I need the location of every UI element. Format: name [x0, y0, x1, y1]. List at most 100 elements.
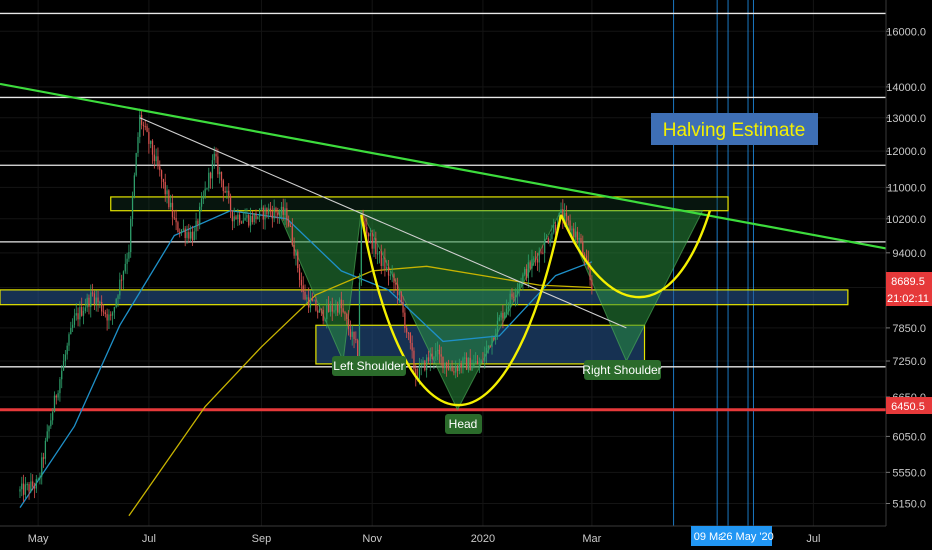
candle-body [440, 354, 442, 357]
candle-body [222, 180, 224, 192]
time-tick-label: 2020 [471, 533, 495, 545]
candle-body [569, 220, 571, 231]
candle-body [106, 314, 108, 321]
candle-body [251, 215, 254, 223]
candle-body [456, 367, 459, 371]
head-box: Head [445, 414, 482, 434]
candle-body [277, 212, 279, 216]
candle-body [271, 211, 273, 219]
candle-body [148, 131, 150, 144]
candle-body [360, 215, 362, 283]
candle-body [119, 279, 121, 296]
candle-body [122, 271, 125, 280]
candle-body [126, 258, 128, 264]
candle-body [444, 362, 446, 369]
candle-body [53, 395, 56, 413]
candle-body [97, 297, 99, 303]
pattern-triangle [560, 210, 704, 363]
candle-body [567, 216, 569, 221]
candle-body [386, 267, 388, 270]
candle-body [206, 188, 208, 190]
candle-body [208, 172, 210, 189]
candle-body [585, 255, 588, 260]
candle-body [62, 361, 65, 371]
candle-body [493, 337, 495, 341]
candle-body [578, 238, 580, 240]
candle-body [228, 190, 230, 196]
price-tick-label: 11000.0 [887, 182, 926, 194]
candle-body [449, 367, 451, 370]
candle-body [318, 308, 321, 313]
candle-body [146, 126, 148, 132]
head-label: Head [449, 417, 478, 431]
candle-body [249, 215, 252, 226]
price-tick-label: 10200.0 [886, 214, 926, 226]
halving-date-tags: 09 Ma 26 May '20 [691, 526, 774, 546]
time-tick-label: Sep [252, 533, 272, 545]
right-shoulder-label: Right Shoulder [582, 363, 661, 377]
candle-body [335, 304, 337, 311]
time-tick-label: Jul [142, 533, 156, 545]
candle-body [217, 156, 219, 175]
candle-body [375, 238, 377, 255]
candle-body [573, 228, 575, 238]
candle-body [427, 357, 430, 362]
candle-body [451, 367, 453, 372]
left-shoulder-box: Left Shoulder [332, 356, 406, 376]
candle-body [269, 208, 272, 212]
candle-body [177, 222, 179, 232]
candle-body [513, 296, 515, 298]
candle-body [44, 440, 47, 459]
candle-body [469, 357, 471, 371]
candle-body [337, 304, 339, 313]
candle-body [188, 232, 190, 239]
candle-body [313, 300, 315, 302]
halving-estimate-box: Halving Estimate [651, 113, 818, 145]
candle-body [560, 209, 562, 213]
candle-body [88, 297, 90, 307]
candle-body [239, 214, 241, 223]
candle-body [455, 367, 457, 373]
candle-body [166, 190, 168, 195]
time-tick-label: Nov [362, 533, 382, 545]
candle-body [162, 178, 165, 182]
time-axis[interactable]: May Jul Sep Nov 2020 Mar Jul [28, 533, 821, 545]
candle-body [460, 363, 462, 368]
candle-body [280, 206, 283, 214]
candle-body [564, 212, 566, 221]
candle-body [266, 208, 268, 215]
candle-body [329, 305, 332, 312]
candle-body [393, 274, 395, 283]
candle-body [220, 171, 223, 181]
candle-body [35, 479, 37, 489]
candle-body [262, 207, 264, 220]
candle-body [180, 229, 183, 233]
candle-body [426, 357, 428, 371]
pattern-layer [277, 210, 704, 411]
candle-body [255, 213, 257, 220]
candle-body [268, 208, 270, 215]
candle-body [538, 251, 540, 263]
candle-body [240, 222, 243, 224]
candle-body [551, 232, 553, 239]
candle-body [242, 220, 244, 223]
candle-body [436, 349, 439, 352]
candle-body [278, 213, 281, 216]
candle-body [465, 357, 468, 370]
candle-body [33, 486, 36, 489]
candle-body [431, 353, 433, 359]
candle-body [562, 209, 564, 221]
candle-body [289, 225, 292, 227]
candle-body [322, 309, 324, 321]
candle-body [111, 312, 114, 316]
arcs-layer [360, 210, 712, 407]
candle-body [467, 357, 470, 370]
candle-body [366, 227, 368, 234]
candle-body [445, 362, 448, 369]
candle-body [331, 305, 333, 312]
candle-body [404, 312, 406, 329]
candle-body [533, 258, 535, 260]
candle-body [364, 220, 366, 228]
